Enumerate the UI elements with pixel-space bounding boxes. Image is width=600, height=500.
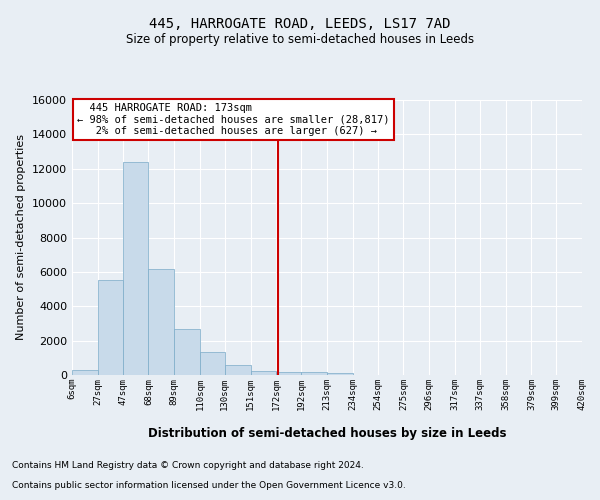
Bar	[98, 280, 122, 375]
Bar	[225, 364, 251, 375]
Bar	[277, 372, 301, 375]
Text: 445 HARROGATE ROAD: 173sqm
← 98% of semi-detached houses are smaller (28,817)
  : 445 HARROGATE ROAD: 173sqm ← 98% of semi…	[77, 103, 389, 136]
Bar	[301, 372, 327, 375]
Bar	[200, 352, 225, 375]
Bar	[327, 373, 353, 375]
Text: Distribution of semi-detached houses by size in Leeds: Distribution of semi-detached houses by …	[148, 428, 506, 440]
Text: Contains HM Land Registry data © Crown copyright and database right 2024.: Contains HM Land Registry data © Crown c…	[12, 461, 364, 470]
Bar	[122, 162, 148, 375]
Text: 445, HARROGATE ROAD, LEEDS, LS17 7AD: 445, HARROGATE ROAD, LEEDS, LS17 7AD	[149, 18, 451, 32]
Bar	[148, 270, 174, 375]
Bar	[174, 328, 200, 375]
Bar	[251, 371, 277, 375]
Bar	[72, 370, 98, 375]
Y-axis label: Number of semi-detached properties: Number of semi-detached properties	[16, 134, 26, 340]
Text: Contains public sector information licensed under the Open Government Licence v3: Contains public sector information licen…	[12, 481, 406, 490]
Text: Size of property relative to semi-detached houses in Leeds: Size of property relative to semi-detach…	[126, 32, 474, 46]
